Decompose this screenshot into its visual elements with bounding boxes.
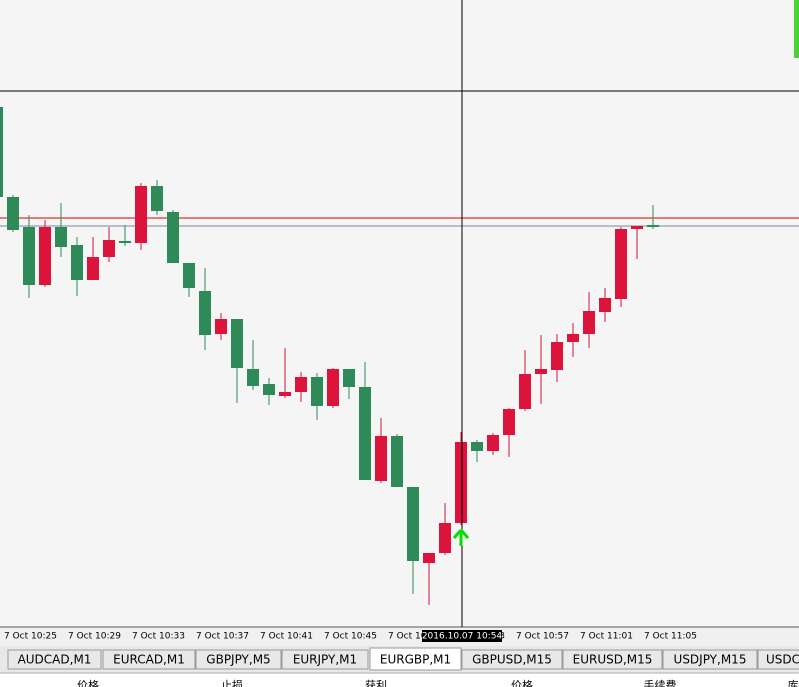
symbol-tab[interactable] [7, 649, 102, 670]
candle-body [567, 334, 579, 342]
table-header [0, 673, 799, 687]
symbol-tab[interactable] [562, 649, 663, 670]
symbol-tab-label[interactable]: USDC [766, 653, 799, 667]
candle-body [279, 392, 291, 396]
candle-body [359, 387, 371, 480]
x-tick-label: 7 Oct 10:57 [516, 632, 569, 642]
x-tick-label: 7 Oct 10:45 [324, 632, 377, 642]
symbol-tab-label[interactable]: GBPUSD,M15 [472, 653, 552, 667]
symbol-tab-label[interactable]: EURCAD,M1 [113, 653, 185, 667]
x-tick-label: 7 Oct 10:29 [68, 632, 121, 642]
candle-body [599, 298, 611, 312]
candle-body [455, 442, 467, 523]
candle-body [519, 374, 531, 409]
crosshair-label-bg [422, 630, 502, 642]
x-tick-label: 7 Oct 10:25 [4, 632, 57, 642]
candle-body [343, 369, 355, 387]
candle-body [375, 436, 387, 481]
candle-body [103, 240, 115, 257]
candle-body [199, 291, 211, 335]
candle-body [631, 226, 643, 229]
candle-body [391, 436, 403, 487]
symbol-tab-label[interactable]: EURJPY,M1 [293, 653, 357, 667]
crosshair-label: 2016.10.07 10:54 [422, 632, 503, 642]
column-header: 价格 [77, 678, 99, 687]
column-header: 库 [788, 679, 799, 687]
candle-body [23, 227, 35, 285]
candle-body [215, 319, 227, 334]
symbol-tab[interactable] [662, 649, 758, 670]
x-tick-label: 7 Oct 10:4 [388, 632, 435, 642]
candle-body [311, 377, 323, 406]
candle-body [39, 227, 51, 285]
candle-body [295, 377, 307, 392]
x-tick-label: 7 Oct 11:01 [580, 632, 633, 642]
symbol-tab-label[interactable]: EURGBP,M1 [380, 653, 451, 667]
candle-body [247, 369, 259, 386]
candle-body [487, 435, 499, 451]
column-header: 价格 [511, 678, 533, 687]
candle-body [55, 227, 67, 247]
symbol-tab[interactable] [369, 647, 462, 671]
symbol-tab[interactable] [195, 649, 282, 670]
x-tick-label: 7 Oct 11:05 [644, 632, 697, 642]
column-header: 获利 [365, 679, 387, 687]
x-tick-label: 7 Oct 10:33 [132, 632, 185, 642]
candle-body [0, 107, 3, 197]
candle-body [231, 319, 243, 368]
indicator-bar [794, 0, 799, 58]
candle-body [535, 369, 547, 374]
column-header: 止损 [221, 678, 243, 687]
candle-body [647, 225, 659, 227]
symbol-tab-label[interactable]: AUDCAD,M1 [18, 653, 92, 667]
symbol-tab-label[interactable]: USDJPY,M15 [674, 653, 747, 667]
column-header: 手续费 [644, 678, 677, 687]
chart-area [0, 0, 799, 627]
signal-arrow [452, 529, 470, 546]
candle-body [439, 523, 451, 553]
symbol-tab[interactable] [461, 649, 563, 670]
candle-body [551, 342, 563, 370]
candle-body [71, 245, 83, 280]
candle-body [503, 409, 515, 435]
candle-body [151, 186, 163, 211]
candle-body [327, 369, 339, 406]
candle-body [423, 553, 435, 563]
candle-body [183, 263, 195, 288]
symbol-tab[interactable] [102, 649, 196, 670]
candle-body [119, 241, 131, 243]
candle-body [263, 384, 275, 395]
candle-body [583, 311, 595, 334]
candle-body [7, 197, 19, 230]
x-tick-label: 7 Oct 10:41 [260, 632, 313, 642]
x-tick-label: 7 Oct 10:37 [196, 632, 249, 642]
candle-body [615, 229, 627, 299]
symbol-tab[interactable] [757, 649, 799, 670]
symbol-tab-label[interactable]: GBPJPY,M5 [206, 653, 270, 667]
symbol-tab[interactable] [281, 649, 369, 670]
candle-body [135, 186, 147, 243]
candle-body [407, 487, 419, 561]
candle-body [471, 442, 483, 451]
candle-body [167, 212, 179, 263]
candle-body [87, 257, 99, 280]
symbol-tab-label[interactable]: EURUSD,M15 [573, 653, 653, 667]
